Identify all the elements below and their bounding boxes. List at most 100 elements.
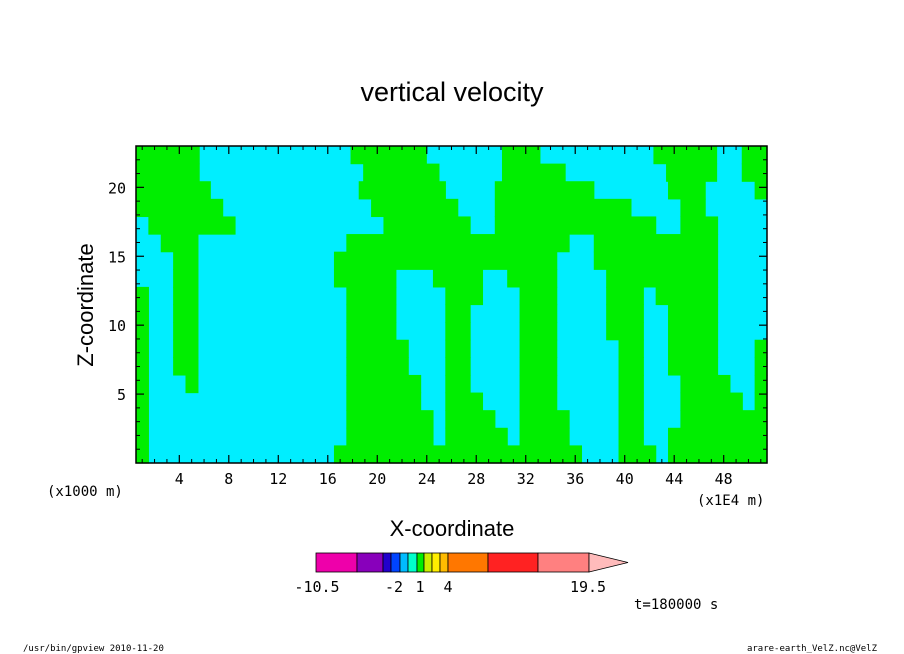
heatmap-cell: [350, 146, 427, 165]
heatmap-cell: [519, 322, 558, 341]
heatmap-cell: [160, 234, 199, 253]
heatmap-cell: [136, 392, 149, 411]
colorbar-swatch: [439, 552, 449, 573]
colorbar-label: 4: [443, 578, 452, 596]
heatmap-cell: [358, 181, 446, 200]
heatmap-cell: [494, 181, 595, 200]
heatmap-cell: [754, 374, 768, 394]
heatmap-cell: [445, 410, 496, 429]
heatmap-cell: [173, 357, 199, 376]
colorbar-label: -2: [385, 578, 403, 596]
heatmap-cell: [136, 322, 149, 341]
footer-command: /usr/bin/gpview 2010-11-20: [23, 644, 164, 654]
x-tick-label: 8: [224, 470, 233, 488]
heatmap-cell: [754, 339, 768, 358]
time-label: t=180000 s: [634, 597, 718, 613]
heatmap-cell: [346, 427, 434, 446]
heatmap-cell: [680, 410, 768, 429]
heatmap-cell: [383, 216, 471, 235]
x-tick-label: 4: [175, 470, 184, 488]
heatmap-cell: [501, 146, 541, 165]
heatmap-cell: [593, 234, 719, 253]
heatmap-cell: [680, 374, 731, 394]
heatmap-cell: [346, 339, 409, 358]
colorbar-label: 19.5: [570, 578, 606, 596]
heatmap-cell: [445, 357, 471, 376]
colorbar-swatch: [390, 552, 401, 573]
heatmap-cell: [754, 181, 768, 200]
heatmap-cell: [333, 251, 558, 270]
heatmap-cell: [136, 339, 149, 358]
heatmap-cell: [519, 339, 558, 358]
heatmap-cell: [606, 269, 719, 288]
x-unit-right: (x1E4 m): [697, 493, 764, 509]
heatmap-cell: [136, 286, 149, 306]
heatmap-cell: [668, 304, 719, 323]
heatmap-cell: [666, 163, 718, 182]
heatmap-cells: [136, 146, 768, 464]
heatmap-cell: [618, 445, 657, 464]
heatmap-cell: [136, 198, 224, 218]
x-tick-label: 44: [665, 470, 683, 488]
heatmap-cell: [136, 410, 149, 429]
heatmap-cell: [668, 181, 706, 200]
x-tick-label: 36: [566, 470, 584, 488]
heatmap-cell: [680, 216, 719, 235]
heatmap-cell: [507, 269, 558, 288]
heatmap-cell: [333, 445, 583, 464]
heatmap-cell: [680, 392, 743, 411]
heatmap-cell: [173, 251, 199, 270]
heatmap-cell: [653, 146, 718, 165]
colorbar-swatch: [399, 552, 409, 573]
heatmap-cell: [333, 269, 397, 288]
colorbar-swatch: [315, 552, 358, 573]
heatmap-cell: [754, 357, 768, 376]
heatmap-cell: [136, 163, 200, 182]
heatmap-cell: [136, 146, 200, 165]
heatmap-cell: [494, 216, 657, 235]
heatmap-cell: [445, 286, 484, 306]
heatmap-cell: [668, 445, 768, 464]
heatmap-cell: [618, 392, 644, 411]
y-axis-title: Z-coordinate: [73, 243, 98, 367]
colorbar-swatch: [423, 552, 433, 573]
heatmap-cell: [668, 322, 719, 341]
colorbar-swatch: [416, 552, 425, 573]
heatmap-cell: [346, 392, 422, 411]
x-tick-label: 24: [418, 470, 436, 488]
heatmap-cell: [593, 251, 719, 270]
heatmap-cell: [519, 357, 558, 376]
heatmap-cell: [519, 392, 558, 411]
colorbar-swatch: [537, 552, 590, 573]
heatmap-cell: [501, 163, 566, 182]
heatmap-cell: [136, 304, 149, 323]
heatmap-cell: [136, 181, 211, 200]
heatmap-cell: [346, 374, 422, 394]
heatmap-cell: [371, 198, 459, 218]
heatmap-cell: [445, 304, 471, 323]
heatmap-cell: [346, 357, 409, 376]
colorbar-swatch: [431, 552, 441, 573]
heatmap-cell: [173, 322, 199, 341]
x-axis: 4 8 12 16 20 24 28 32 36 40 44 48: [141, 146, 762, 488]
heatmap-cell: [618, 357, 644, 376]
x-axis-title: X-coordinate: [390, 516, 515, 541]
heatmap-cell: [606, 286, 644, 306]
heatmap-cell: [668, 339, 719, 358]
heatmap-cell: [618, 427, 644, 446]
heatmap-cell: [519, 374, 558, 394]
heatmap-cell: [173, 286, 199, 306]
heatmap-cell: [445, 339, 471, 358]
heatmap-cell: [618, 410, 644, 429]
colorbar-swatch: [487, 552, 539, 573]
heatmap-cell: [445, 374, 471, 394]
heatmap-cell: [432, 269, 484, 288]
y-tick-label: 10: [108, 317, 126, 335]
heatmap-cell: [668, 357, 719, 376]
heatmap-cell: [618, 339, 644, 358]
colorbar-swatch: [407, 552, 418, 573]
colorbar-swatch: [382, 552, 392, 573]
y-tick-label: 20: [108, 179, 126, 197]
heatmap-cell: [519, 304, 558, 323]
